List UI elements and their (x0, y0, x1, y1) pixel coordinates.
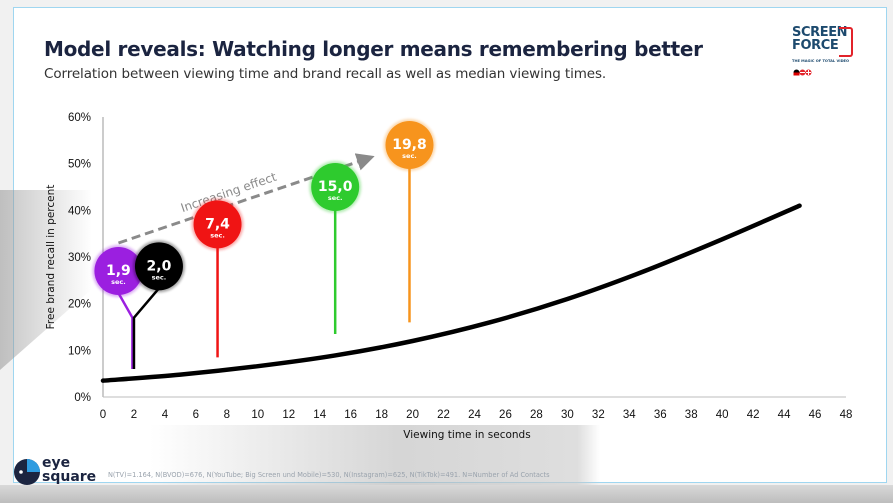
x-axis-title: Viewing time in seconds (403, 429, 530, 441)
logo-tagline: THE MAGIC OF TOTAL VIDEO (792, 59, 850, 63)
x-tick-label: 8 (224, 409, 230, 421)
x-tick-label: 46 (809, 409, 822, 421)
x-tick-label: 0 (100, 409, 106, 421)
logo-bracket-icon (839, 27, 853, 57)
pin-value: 2,0 (147, 258, 172, 274)
x-tick-label: 6 (193, 409, 199, 421)
y-tick-label: 40% (68, 205, 91, 217)
x-tick-label: 40 (716, 409, 729, 421)
x-tick-label: 48 (840, 409, 853, 421)
sample-size-footnote: N(TV)=1.164, N(BVOD)=676, N(YouTube; Big… (108, 471, 550, 479)
pin-stem (117, 292, 134, 369)
x-tick-label: 32 (592, 409, 605, 421)
x-tick-label: 16 (344, 409, 357, 421)
x-tick-label: 14 (313, 409, 326, 421)
x-tick-label: 30 (561, 409, 574, 421)
pin-bubble (193, 200, 242, 249)
eyesquare-logo: eye square (13, 455, 108, 490)
screenforce-logo: SCREEN FORCE THE MAGIC OF TOTAL VIDEO (792, 26, 858, 82)
pin-unit: sec. (402, 152, 417, 160)
pin-value: 19,8 (392, 137, 427, 153)
y-tick-label: 10% (68, 345, 91, 357)
y-tick-label: 50% (68, 159, 91, 171)
pin-value: 15,0 (318, 179, 353, 195)
x-tick-label: 24 (468, 409, 481, 421)
x-tick-label: 36 (654, 409, 667, 421)
x-tick-label: 18 (375, 409, 388, 421)
y-tick-label: 20% (68, 299, 91, 311)
x-tick-label: 34 (623, 409, 636, 421)
pin-value: 1,9 (106, 263, 131, 279)
y-axis-title: Free brand recall in percent (45, 185, 57, 330)
y-tick-label: 0% (74, 392, 91, 404)
pin-bubble (94, 247, 143, 295)
eyesquare-mark-icon (14, 459, 40, 485)
pin-unit: sec. (210, 231, 225, 239)
x-tick-label: 4 (162, 409, 169, 421)
x-tick-label: 38 (685, 409, 698, 421)
flags-icon (793, 69, 812, 76)
shadow-strip (0, 485, 893, 503)
logo-word-screen: SCREEN (792, 25, 848, 40)
x-tick-label: 20 (406, 409, 419, 421)
x-tick-label: 22 (437, 409, 450, 421)
page-subtitle: Correlation between viewing time and bra… (44, 66, 607, 82)
x-tick-label: 44 (778, 409, 791, 421)
page-title: Model reveals: Watching longer means rem… (44, 37, 703, 61)
x-tick-label: 28 (530, 409, 543, 421)
model-curve (100, 203, 802, 383)
pin-value: 7,4 (205, 216, 230, 232)
pin-bubble (311, 163, 360, 211)
pin-unit: sec. (152, 273, 167, 281)
pin-bubble (385, 121, 434, 169)
y-tick-label: 30% (68, 252, 91, 264)
logo-word-square: square (42, 469, 97, 485)
pin-unit: sec. (328, 194, 343, 202)
pin-unit: sec. (111, 278, 126, 286)
x-tick-label: 26 (499, 409, 512, 421)
x-tick-label: 12 (282, 409, 295, 421)
pin-stem (132, 287, 160, 369)
x-tick-label: 2 (131, 409, 137, 421)
y-tick-label: 60% (68, 112, 91, 124)
x-tick-label: 42 (747, 409, 760, 421)
x-tick-label: 10 (251, 409, 264, 421)
logo-word-force: FORCE (792, 38, 839, 53)
logo-word-eye: eye (42, 455, 71, 471)
pin-bubble (134, 242, 183, 291)
